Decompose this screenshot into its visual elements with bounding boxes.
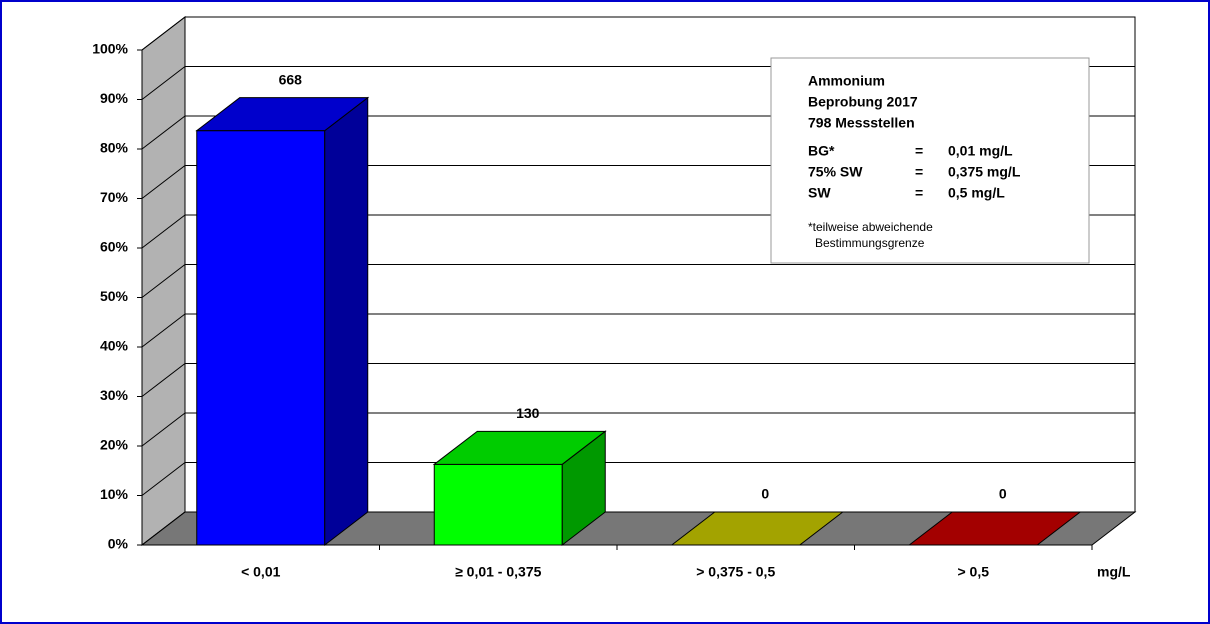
- info-footnote: Bestimmungsgrenze: [815, 236, 925, 250]
- data-label: 0: [761, 486, 769, 502]
- bar-top: [670, 511, 845, 546]
- info-footnote: *teilweise abweichende: [808, 220, 933, 234]
- grid-line: [141, 115, 186, 150]
- x-tick-label: > 0,5: [957, 564, 989, 580]
- y-tick-label: 40%: [100, 338, 129, 354]
- grid-line: [141, 165, 186, 199]
- y-tick-label: 90%: [100, 90, 129, 106]
- x-tick-label: > 0,375 - 0,5: [696, 564, 775, 580]
- data-label: 130: [516, 405, 540, 421]
- info-row: 0,375 mg/L: [948, 164, 1021, 180]
- info-box: [770, 57, 1090, 264]
- data-label: 668: [279, 71, 303, 87]
- bar: [196, 130, 326, 546]
- info-title: Ammonium: [808, 73, 885, 89]
- bar-side: [324, 96, 369, 547]
- y-tick-label: 70%: [100, 189, 129, 205]
- x-tick-label: < 0,01: [241, 564, 281, 580]
- info-row: =: [915, 164, 923, 180]
- bar-top: [195, 97, 370, 132]
- y-tick-label: 30%: [100, 387, 129, 403]
- data-label: 0: [999, 486, 1007, 502]
- info-title: Beprobung 2017: [808, 94, 918, 110]
- bar-top: [432, 430, 607, 465]
- bar-top: [907, 511, 1082, 546]
- grid-line: [141, 264, 186, 298]
- info-title: 798 Messstellen: [808, 115, 915, 131]
- info-row: BG*: [808, 143, 835, 159]
- grid-line: [141, 462, 186, 496]
- y-tick-label: 0%: [108, 536, 129, 552]
- info-row: =: [915, 143, 923, 159]
- grid-line: [141, 66, 186, 100]
- info-row: 75% SW: [808, 164, 863, 180]
- x-axis-unit: mg/L: [1097, 564, 1131, 580]
- grid-line: [141, 313, 186, 348]
- grid-line: [141, 511, 186, 546]
- grid-line: [141, 363, 186, 397]
- x-tick-label: ≥ 0,01 - 0,375: [455, 564, 542, 580]
- y-tick-label: 50%: [100, 288, 129, 304]
- info-row: 0,01 mg/L: [948, 143, 1013, 159]
- grid-line: [141, 16, 186, 51]
- y-tick-label: 80%: [100, 140, 129, 156]
- y-tick-label: 20%: [100, 437, 129, 453]
- y-tick-label: 10%: [100, 486, 129, 502]
- bar: [433, 463, 563, 546]
- info-row: SW: [808, 185, 831, 201]
- y-tick-label: 60%: [100, 239, 129, 255]
- grid-line: [141, 214, 186, 249]
- y-tick-label: 100%: [92, 41, 128, 57]
- info-row: 0,5 mg/L: [948, 185, 1005, 201]
- info-row: =: [915, 185, 923, 201]
- grid-line: [141, 412, 186, 447]
- info-rows: BG* = 0,01 mg/L 75% SW = 0,375 mg/L SW = 0,5 mg/…: [808, 143, 1021, 201]
